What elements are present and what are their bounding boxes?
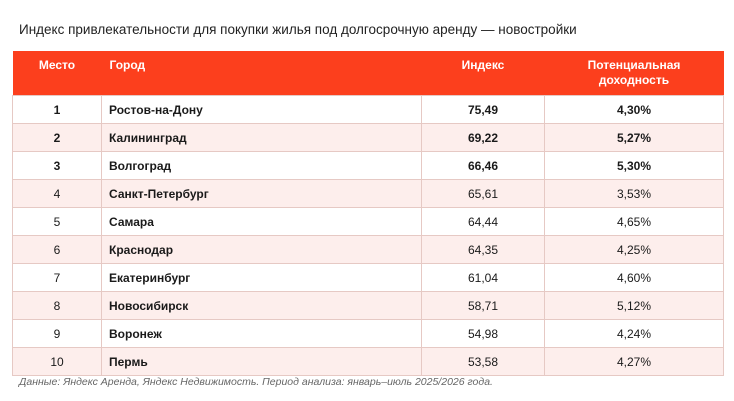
cell-yield: 5,12%	[544, 291, 724, 320]
cell-yield: 3,53%	[544, 179, 724, 208]
table-row: 3 Волгоград 66,46 5,30%	[12, 151, 724, 180]
cell-index: 53,58	[421, 347, 545, 376]
table-row: 2 Калининград 69,22 5,27%	[12, 123, 724, 152]
cell-yield: 4,25%	[544, 235, 724, 264]
cell-index: 54,98	[421, 319, 545, 348]
cell-yield: 4,30%	[544, 95, 724, 124]
cell-yield: 4,27%	[544, 347, 724, 376]
cell-city: Новосибирск	[101, 291, 422, 320]
cell-index: 69,22	[421, 123, 545, 152]
header-yield: Потенциальная доходность	[544, 51, 724, 96]
cell-place: 2	[12, 123, 102, 152]
table-row: 10 Пермь 53,58 4,27%	[12, 347, 724, 376]
cell-yield: 5,27%	[544, 123, 724, 152]
table-row: 4 Санкт-Петербург 65,61 3,53%	[12, 179, 724, 208]
cell-yield: 4,65%	[544, 207, 724, 236]
cell-city: Пермь	[101, 347, 422, 376]
source-footnote: Данные: Яндекс Аренда, Яндекс Недвижимос…	[19, 376, 493, 388]
header-yield-label-line1: Потенциальная	[587, 58, 681, 72]
cell-city: Самара	[101, 207, 422, 236]
cell-place: 9	[12, 319, 102, 348]
header-yield-label-line2: доходность	[598, 73, 670, 87]
cell-place: 7	[12, 263, 102, 292]
table-row: 7 Екатеринбург 61,04 4,60%	[12, 263, 724, 292]
cell-place: 8	[12, 291, 102, 320]
cell-yield: 4,60%	[544, 263, 724, 292]
cell-index: 64,44	[421, 207, 545, 236]
cell-city: Краснодар	[101, 235, 422, 264]
header-city-label: Город	[109, 58, 146, 72]
cell-index: 65,61	[421, 179, 545, 208]
page-title: Индекс привлекательности для покупки жил…	[19, 22, 577, 37]
cell-place: 6	[12, 235, 102, 264]
cell-index: 66,46	[421, 151, 545, 180]
cell-index: 64,35	[421, 235, 545, 264]
cell-city: Санкт-Петербург	[101, 179, 422, 208]
cell-place: 3	[12, 151, 102, 180]
cell-city: Ростов-на-Дону	[101, 95, 422, 124]
cell-city: Калининград	[101, 123, 422, 152]
table-header-row: Место Город Индекс Потенциальная доходно…	[12, 51, 724, 96]
cell-index: 58,71	[421, 291, 545, 320]
cell-yield: 4,24%	[544, 319, 724, 348]
header-index-label: Индекс	[461, 58, 505, 72]
cell-place: 5	[12, 207, 102, 236]
cell-index: 75,49	[421, 95, 545, 124]
table-row: 8 Новосибирск 58,71 5,12%	[12, 291, 724, 320]
table-row: 6 Краснодар 64,35 4,25%	[12, 235, 724, 264]
header-place: Место	[12, 51, 102, 96]
table-row: 5 Самара 64,44 4,65%	[12, 207, 724, 236]
header-city: Город	[101, 51, 422, 96]
cell-index: 61,04	[421, 263, 545, 292]
header-place-label: Место	[38, 58, 76, 72]
cell-city: Волгоград	[101, 151, 422, 180]
cell-place: 10	[12, 347, 102, 376]
rating-table: Место Город Индекс Потенциальная доходно…	[12, 51, 724, 376]
table-row: 1 Ростов-на-Дону 75,49 4,30%	[12, 95, 724, 124]
cell-city: Екатеринбург	[101, 263, 422, 292]
header-index: Индекс	[421, 51, 545, 96]
cell-yield: 5,30%	[544, 151, 724, 180]
table-row: 9 Воронеж 54,98 4,24%	[12, 319, 724, 348]
cell-city: Воронеж	[101, 319, 422, 348]
cell-place: 1	[12, 95, 102, 124]
cell-place: 4	[12, 179, 102, 208]
